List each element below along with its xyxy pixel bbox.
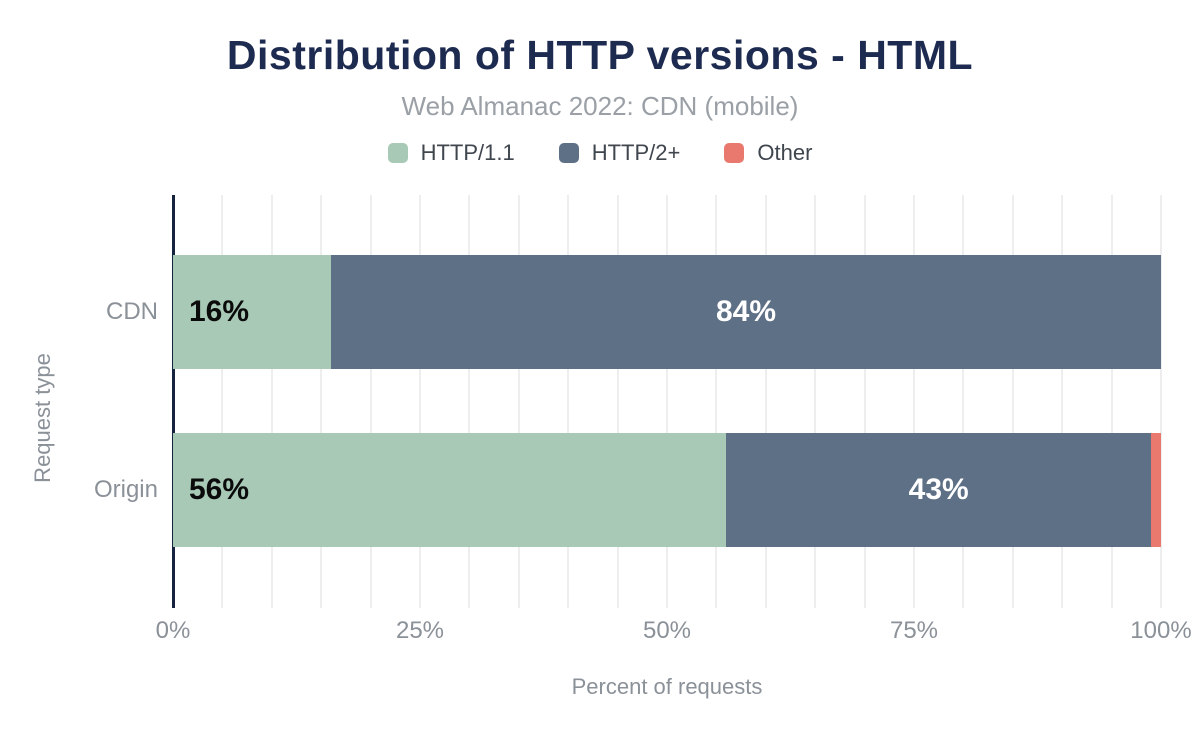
x-axis-title: Percent of requests [571,674,763,699]
gridline [517,195,520,608]
gridline [468,195,471,608]
gridline [369,195,372,608]
legend-item-http2[interactable]: HTTP/2+ [558,140,681,166]
gridline [567,195,570,608]
gridline [962,195,965,608]
legend-swatch-http11-icon [387,143,408,163]
gridline [419,195,421,608]
legend-label-http2: HTTP/2+ [591,140,681,165]
value-label: 56% [189,473,250,506]
legend-label-http11: HTTP/1.1 [420,140,515,165]
y-axis-line [172,195,175,608]
gridline [616,195,619,608]
legend-item-other[interactable]: Other [724,140,812,166]
gridline [666,195,668,608]
gridline [863,195,866,608]
legend-swatch-other-icon [724,143,745,163]
category-label-cdn: CDN [106,298,158,325]
x-tick-label: 25% [395,617,445,644]
segment-origin-other[interactable] [1151,433,1161,547]
x-tick-label: 50% [642,617,692,644]
segment-origin-http2[interactable]: 43% [726,433,1152,547]
gridline [913,195,915,608]
y-axis-title: Request type [30,353,55,483]
x-tick-label: 100% [1130,617,1192,644]
x-tick-label: 75% [889,617,939,644]
gridline [1061,195,1064,608]
legend: HTTP/1.1 HTTP/2+ Other [0,140,1200,166]
legend-label-other: Other [757,140,813,165]
gridline [221,195,224,608]
segment-cdn-http11[interactable]: 16% [173,255,332,369]
segment-cdn-http2[interactable]: 84% [331,255,1161,369]
plot-area: CDN Origin 16% 84% 56% 43% 0% 25% 50% 75% 100% [94,195,1192,644]
gridline [1110,195,1113,608]
gridline [814,195,817,608]
gridline [320,195,323,608]
gridline [270,195,273,608]
chart-title: Distribution of HTTP versions - HTML [226,32,974,78]
gridline [1160,195,1162,608]
category-label-origin: Origin [93,476,158,503]
legend-swatch-http2-icon [558,143,579,163]
value-label: 43% [908,473,969,506]
x-tick-label: 0% [155,617,191,644]
bar-cdn: 16% 84% [173,255,1161,369]
value-label: 16% [189,295,250,328]
legend-item-http11[interactable]: HTTP/1.1 [387,140,515,166]
segment-origin-http11[interactable]: 56% [173,433,727,547]
bar-origin: 56% 43% [173,433,1161,547]
chart-subtitle: Web Almanac 2022: CDN (mobile) [401,91,799,121]
gridline [1011,195,1014,608]
gridline [715,195,718,608]
value-label: 84% [716,295,777,328]
gridline [764,195,767,608]
